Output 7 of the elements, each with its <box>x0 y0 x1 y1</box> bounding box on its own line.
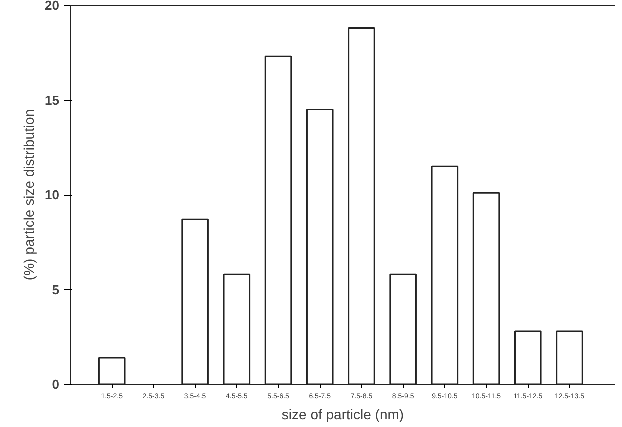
y-tick-label: 20 <box>45 0 60 13</box>
y-tick-label: 0 <box>52 377 60 392</box>
x-axis-title: size of particle (nm) <box>282 406 404 422</box>
y-tick-label: 5 <box>52 282 60 298</box>
y-axis-title: (%) particle size distribution <box>21 109 38 281</box>
y-tick-label: 15 <box>45 92 60 108</box>
y-tick-label: 10 <box>45 188 60 202</box>
